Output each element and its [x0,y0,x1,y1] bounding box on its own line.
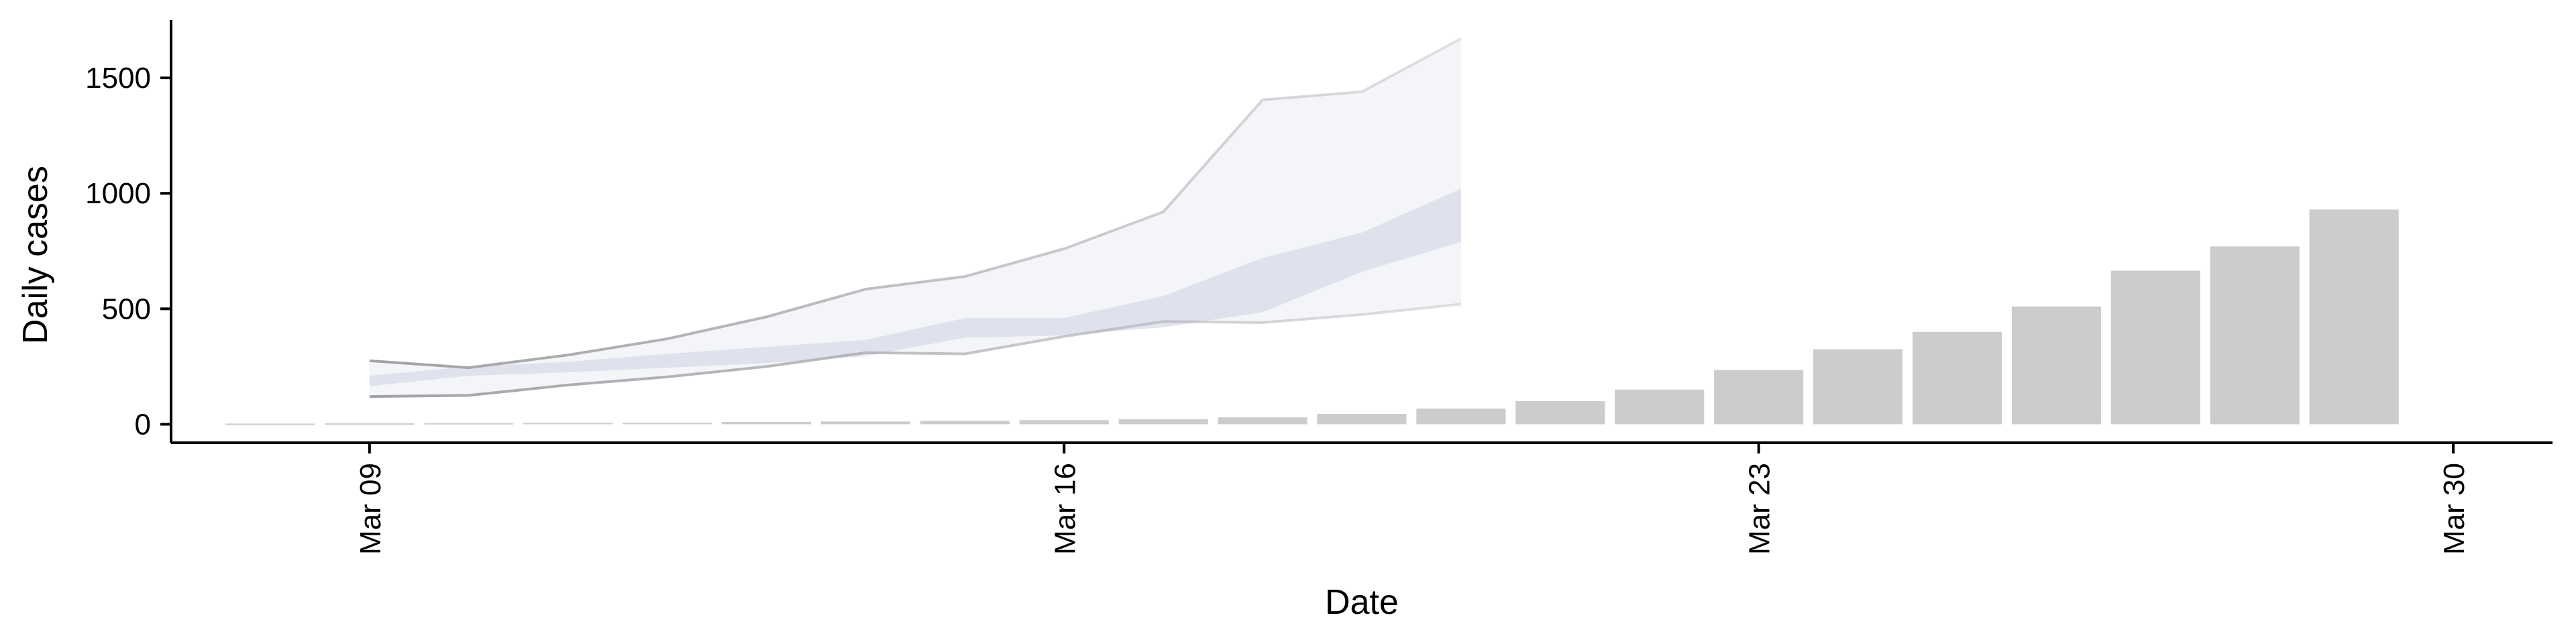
daily-cases-bar [1912,331,2002,425]
x-tick-label: Mar 23 [1743,463,1776,555]
daily-cases-bar [920,421,1010,425]
daily-cases-bar [523,423,613,425]
daily-cases-bar [1019,420,1109,425]
daily-cases-bar [721,422,812,425]
projection-lower-line [369,303,1462,398]
x-axis-title: Date [1325,583,1399,622]
daily-cases-bar [2110,270,2200,425]
y-tick-label: 1500 [85,62,151,95]
x-tick-label: Mar 16 [1049,463,1081,555]
daily-cases-bar [1317,413,1407,425]
plot-area [225,37,2399,425]
daily-cases-bar [1416,409,1506,425]
daily-cases-bar [1714,370,1804,425]
daily-cases-bar [2210,246,2300,425]
axes: 0 500 1000 1500 Mar 09 Mar 16 Mar 23 Mar 30 [85,20,2553,555]
daily-cases-bar [1218,417,1307,425]
y-tick-label: 1000 [85,177,151,210]
y-tick-label: 500 [102,292,151,325]
y-axis-title: Daily cases [16,166,55,344]
x-tick-label: Mar 30 [2438,463,2471,555]
x-tick-label: Mar 09 [354,463,387,555]
daily-cases-bar [2309,209,2399,425]
daily-cases-bar [1515,401,1605,425]
daily-cases-bar [325,423,415,425]
projection-upper-line [369,37,1462,370]
daily-cases-bar [424,423,514,425]
daily-cases-bar [623,423,712,425]
daily-cases-bar [2011,306,2101,425]
daily-cases-bar [820,421,910,425]
y-tick-label: 0 [135,408,151,441]
daily-cases-bar [1118,419,1208,425]
daily-cases-bar [1615,389,1705,425]
daily-cases-bar [225,423,315,425]
daily-cases-bar [1813,349,1903,425]
